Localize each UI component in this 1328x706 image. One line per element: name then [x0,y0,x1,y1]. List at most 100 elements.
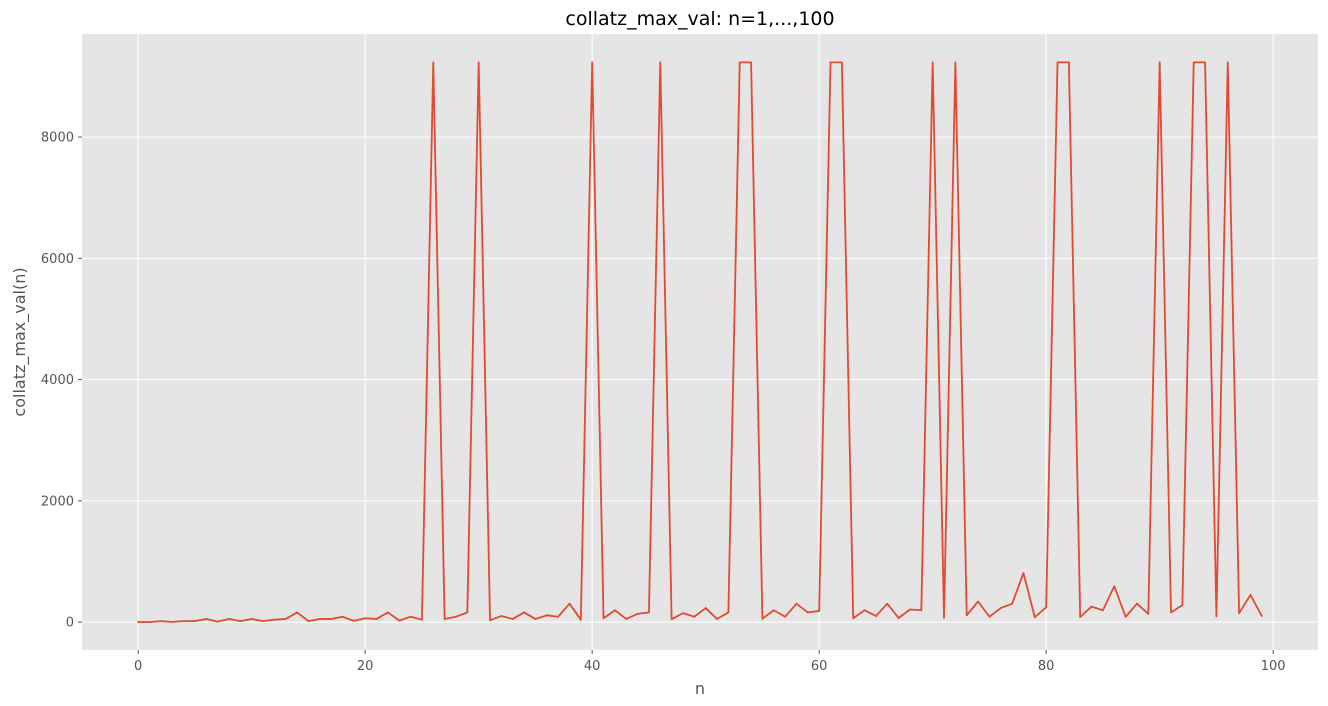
data-point [670,618,673,621]
data-point [171,620,174,623]
x-tick-label: 80 [1038,659,1055,674]
y-axis-label: collatz_max_val(n) [10,267,30,416]
data-point [148,621,151,623]
data-point [228,618,230,620]
data-point [772,609,775,612]
data-point [852,617,855,620]
data-point [568,602,571,605]
data-point [216,620,219,623]
data-point [1067,61,1070,64]
data-point [262,620,264,623]
data-point [386,611,389,614]
data-point [636,612,639,615]
data-point [943,616,945,619]
data-point [750,61,752,64]
data-point [1124,615,1127,618]
data-point [954,61,957,64]
data-point [375,618,378,620]
data-point [137,621,140,623]
y-tick-label: 4000 [41,373,74,388]
data-point [455,615,457,618]
data-point [398,619,401,622]
data-point [977,600,979,603]
data-point [988,615,991,618]
y-tick-label: 8000 [41,131,74,146]
data-point [1147,612,1150,615]
data-point [330,618,333,620]
data-point [341,615,344,618]
data-point [1170,611,1172,614]
data-point [829,61,832,64]
data-point [840,61,843,64]
data-point [1260,615,1263,617]
y-tick-label: 0 [66,616,74,631]
data-point [648,611,650,614]
data-point [1158,61,1161,64]
data-point [863,609,866,612]
data-point [205,618,208,620]
data-point [625,618,628,620]
y-tick-label: 6000 [41,252,74,267]
data-point [273,618,276,621]
data-point [965,614,968,617]
data-point [523,611,525,614]
data-point [318,618,321,620]
data-point [443,618,446,620]
data-point [1113,585,1116,588]
data-point [1215,615,1218,618]
y-tick-label: 2000 [41,494,74,509]
data-point [557,615,560,618]
data-point [352,619,355,622]
data-point [511,618,514,620]
data-point [545,614,548,617]
data-point [409,615,412,618]
data-point [284,618,287,620]
data-point [421,618,423,621]
data-point [886,602,889,605]
data-point [897,617,900,619]
data-point [999,607,1002,609]
data-point [1102,609,1104,612]
data-point [1022,572,1025,575]
data-point [1033,616,1036,619]
data-point [296,611,298,614]
data-point [1192,61,1195,64]
y-axis-ticks: 0 2000 4000 6000 8000 [41,131,82,631]
data-point [738,61,741,64]
data-point [875,615,877,617]
data-point [931,61,934,64]
data-point [182,620,185,623]
data-points [137,61,1263,623]
data-point [1238,612,1241,615]
chart-title: collatz_max_val: n=1,...,100 [565,8,834,30]
data-point [239,620,242,623]
data-point [307,620,310,623]
data-point [1079,616,1082,618]
data-point [1090,605,1093,608]
x-tick-label: 20 [357,659,374,674]
data-point [682,612,684,615]
data-point [500,615,503,617]
x-tick-label: 100 [1261,659,1286,674]
x-tick-label: 40 [584,659,601,674]
data-point [579,618,582,621]
plot-area [82,34,1318,650]
data-point [704,607,707,609]
grid-lines [82,34,1318,650]
data-point [591,61,594,64]
data-point [250,618,253,620]
data-point [659,61,662,64]
x-axis-label: n [695,679,705,698]
data-point [818,610,821,612]
data-point [194,620,196,623]
data-point [1226,61,1229,64]
data-point [761,617,764,620]
x-tick-label: 0 [134,659,142,674]
series-line [138,61,1263,623]
data-point [159,620,162,623]
data-point [466,611,469,614]
x-axis-ticks: 0 20 40 60 80 100 [134,650,1286,674]
data-point [1181,604,1184,607]
x-tick-label: 60 [811,659,828,674]
